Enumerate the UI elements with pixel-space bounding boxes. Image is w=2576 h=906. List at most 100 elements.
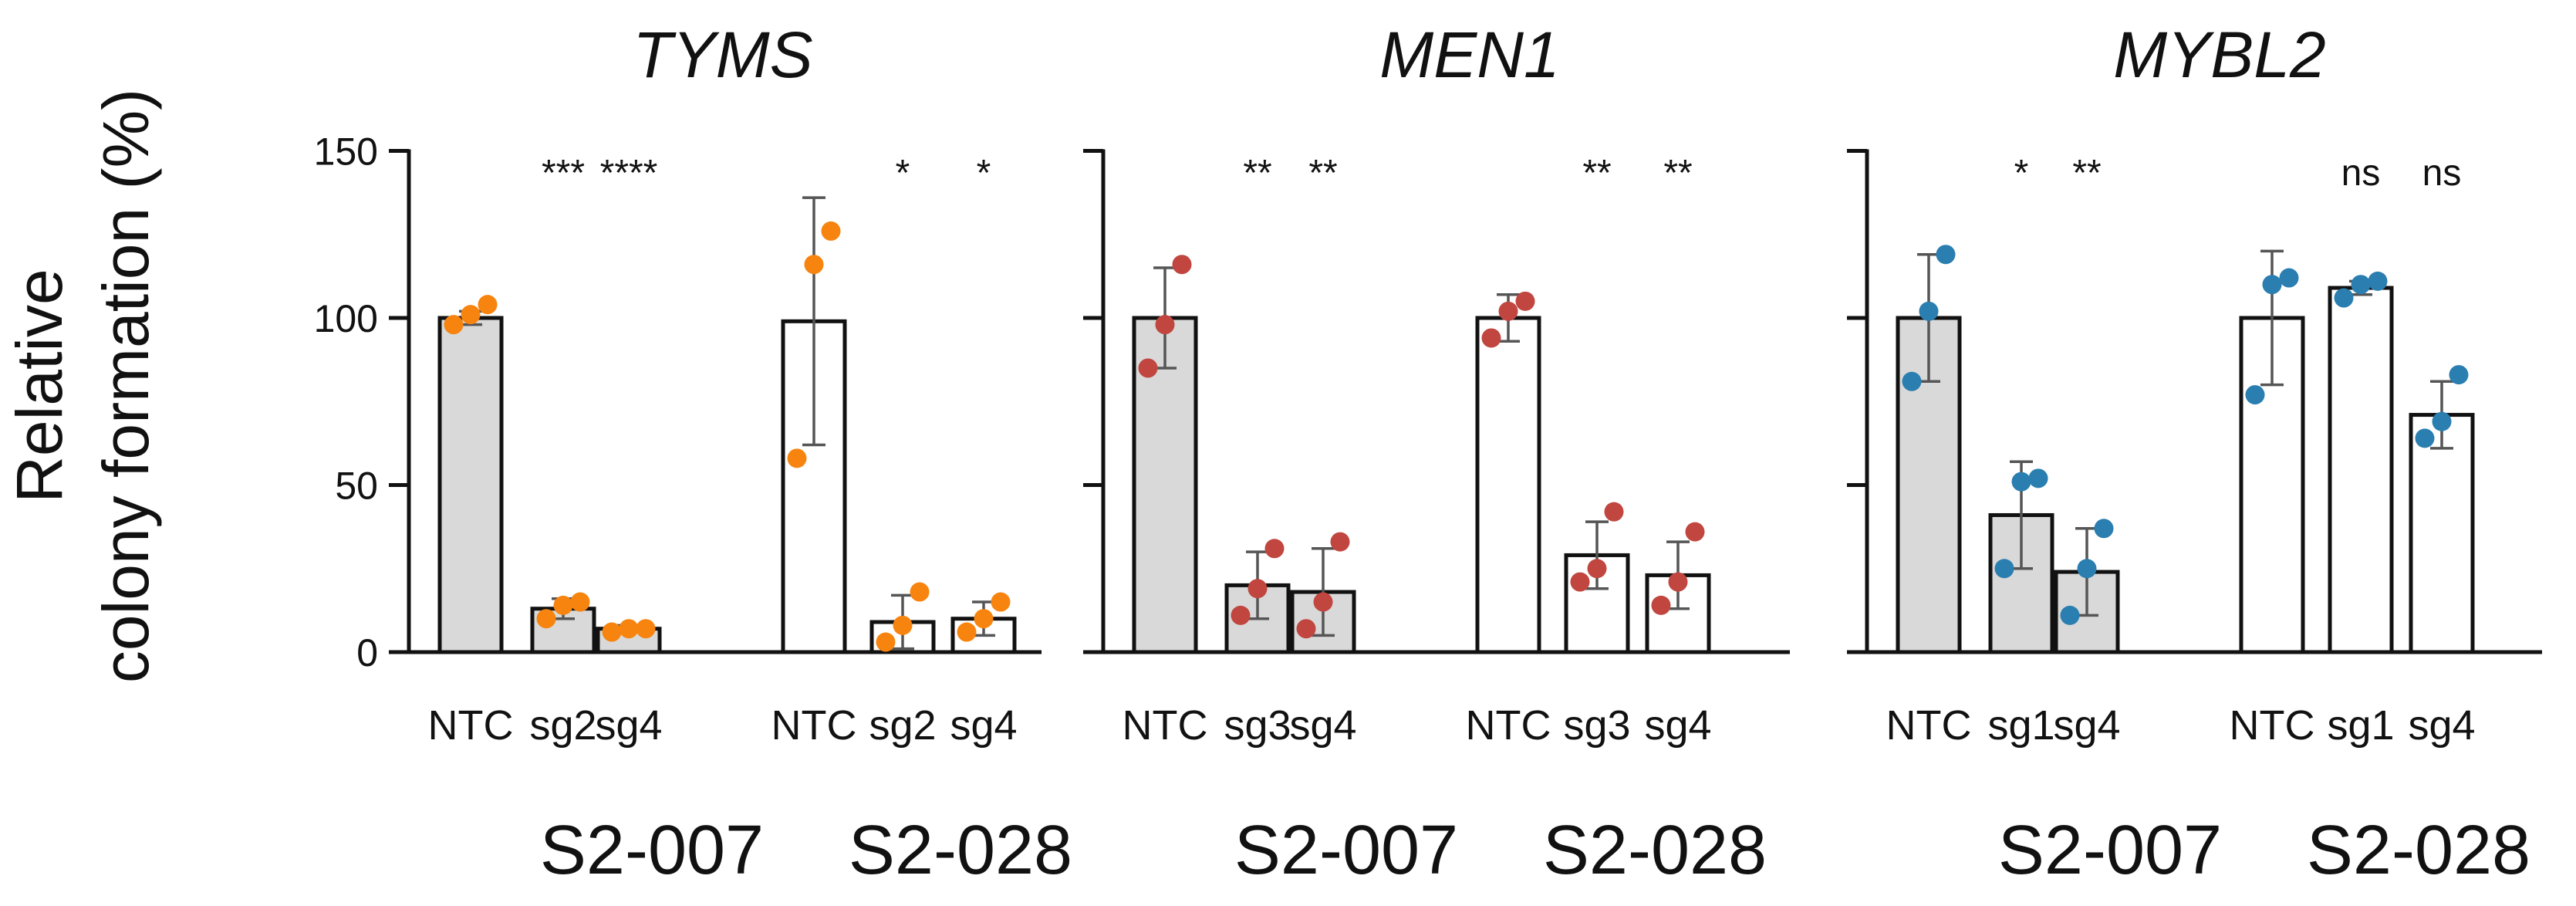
data-point xyxy=(1155,315,1175,335)
data-point xyxy=(570,592,590,612)
data-point xyxy=(478,295,498,315)
y-axis-label-line2: colony formation (%) xyxy=(89,89,162,683)
bar xyxy=(1475,316,1541,654)
significance-label: ns xyxy=(2341,153,2381,194)
category-label: sg1 xyxy=(1987,702,2054,749)
category-label: sg2 xyxy=(869,702,936,749)
category-label: sg2 xyxy=(529,702,596,749)
y-tick-label: 0 xyxy=(356,631,378,674)
significance-label: * xyxy=(2014,153,2029,194)
data-point xyxy=(602,622,622,642)
data-point xyxy=(1604,502,1624,522)
data-point xyxy=(2060,605,2080,625)
data-point xyxy=(1919,301,1939,321)
group-label: S2-028 xyxy=(1543,812,1767,889)
significance-label: ns xyxy=(2422,153,2462,194)
data-point xyxy=(1515,291,1535,311)
significance-label: ** xyxy=(1308,153,1337,194)
data-point xyxy=(1330,532,1350,552)
group-label: S2-028 xyxy=(849,812,1072,889)
bar xyxy=(2409,413,2475,654)
data-point xyxy=(1587,559,1607,579)
group-label: S2-028 xyxy=(2307,812,2530,889)
category-label: NTC xyxy=(1123,702,1208,749)
data-point xyxy=(957,622,977,642)
data-point xyxy=(1231,605,1251,625)
data-point xyxy=(444,315,464,335)
category-label: NTC xyxy=(2230,702,2315,749)
data-point xyxy=(536,609,556,629)
data-point xyxy=(1570,572,1590,592)
category-label: sg4 xyxy=(1289,702,1356,749)
data-point xyxy=(1481,328,1501,348)
data-point xyxy=(1138,358,1158,378)
data-point xyxy=(461,305,481,325)
data-point xyxy=(2351,275,2371,295)
category-label: sg3 xyxy=(1563,702,1630,749)
data-point xyxy=(636,619,656,639)
bar xyxy=(2328,286,2394,654)
data-point xyxy=(1264,539,1285,559)
category-label: NTC xyxy=(1466,702,1551,749)
significance-label: * xyxy=(896,153,910,194)
category-label: NTC xyxy=(1886,702,1972,749)
group-label: S2-007 xyxy=(540,812,764,889)
panel-title: TYMS xyxy=(633,19,812,91)
category-label: sg4 xyxy=(2408,702,2475,749)
data-point xyxy=(2245,385,2265,405)
data-point xyxy=(2432,411,2452,431)
category-label: sg3 xyxy=(1224,702,1291,749)
y-tick-label: 50 xyxy=(335,465,378,508)
category-label: sg1 xyxy=(2327,702,2394,749)
y-tick-label: 100 xyxy=(314,297,378,340)
chart-panels: TYMS050100150NTC***sg2****sg4S2-007NTC*s… xyxy=(314,19,2542,889)
panel-title: MYBL2 xyxy=(2113,19,2325,91)
data-point xyxy=(2262,275,2282,295)
category-label: NTC xyxy=(771,702,857,749)
data-point xyxy=(553,595,573,615)
data-point xyxy=(1936,245,1956,265)
significance-label: *** xyxy=(542,153,585,194)
data-point xyxy=(2368,271,2388,291)
data-point xyxy=(1902,371,1922,391)
category-label: NTC xyxy=(428,702,514,749)
significance-label: ** xyxy=(1582,153,1611,194)
data-point xyxy=(1994,559,2014,579)
data-point xyxy=(2279,268,2299,288)
significance-label: * xyxy=(977,153,991,194)
chart-panel: TYMS 0 50 100 150 NTC *** sg2 **** sg4 S2-007 NTC * s… xyxy=(314,19,1073,889)
data-point xyxy=(991,592,1011,612)
data-point xyxy=(804,255,824,275)
data-point xyxy=(2094,519,2114,539)
data-point xyxy=(1668,572,1688,592)
data-point xyxy=(2077,559,2097,579)
category-label: sg4 xyxy=(950,702,1017,749)
bar xyxy=(437,316,504,654)
data-point xyxy=(2334,288,2354,308)
group-label: S2-007 xyxy=(1234,812,1458,889)
data-point xyxy=(2028,468,2048,488)
data-point xyxy=(1313,592,1333,612)
data-point xyxy=(893,615,913,635)
significance-label: ** xyxy=(1663,153,1692,194)
data-point xyxy=(910,582,930,602)
data-point xyxy=(974,609,994,629)
category-label: sg4 xyxy=(595,702,662,749)
data-point xyxy=(1685,522,1705,542)
significance-label: ** xyxy=(1243,153,1271,194)
data-point xyxy=(876,632,896,652)
y-tick-label: 150 xyxy=(314,130,378,174)
data-point xyxy=(1651,595,1671,615)
data-point xyxy=(1296,619,1316,639)
category-label: sg4 xyxy=(2053,702,2120,749)
data-point xyxy=(619,619,639,639)
data-point xyxy=(821,221,841,241)
chart-panel: MEN1 NTC ** sg3 ** sg4 S2-007 NTC ** sg3 ** sg4 S2-0… xyxy=(1083,19,1790,889)
data-point xyxy=(1247,579,1268,599)
data-point xyxy=(1172,255,1192,275)
group-label: S2-007 xyxy=(1998,812,2222,889)
y-axis-label-line1: Relative xyxy=(3,269,76,502)
significance-label: **** xyxy=(600,153,658,194)
chart-panel: MYBL2 NTC * sg1 ** sg4 S2-007 NTC ns sg1 ns sg4 S2-0… xyxy=(1847,19,2542,889)
